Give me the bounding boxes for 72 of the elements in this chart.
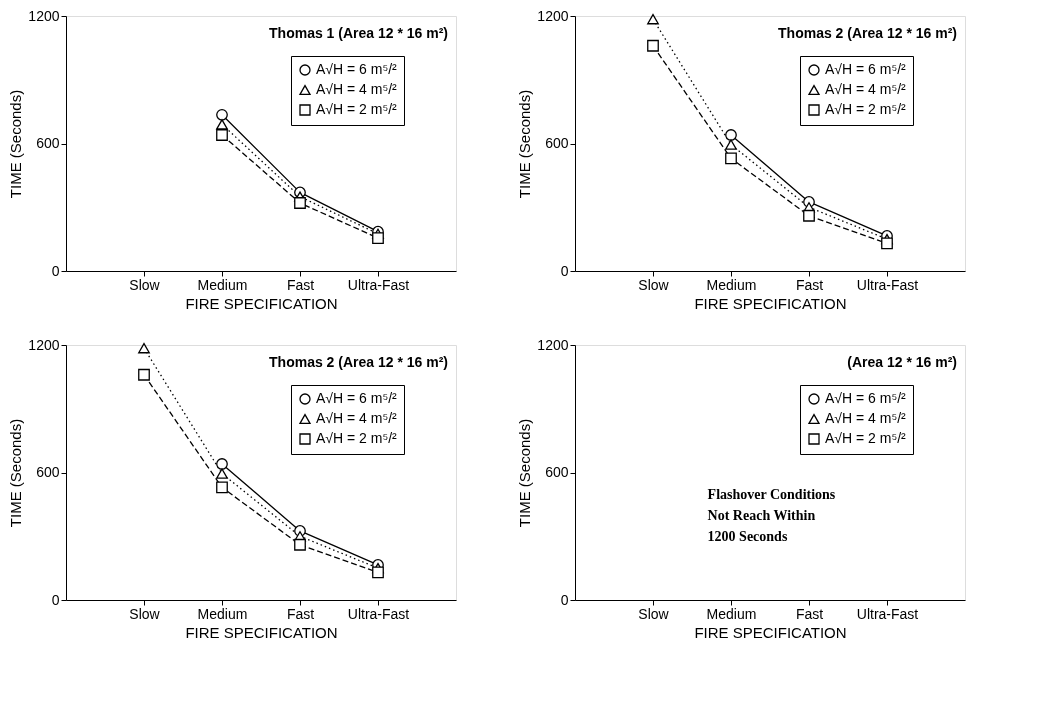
point (216, 468, 228, 479)
x-tick-label: Fast (286, 605, 315, 622)
x-tick-label: Medium (197, 605, 248, 622)
legend-label: A√H = 4 m⁵/² (316, 81, 398, 97)
annotation: Flashover Conditions Not Reach Within 1200 Seconds (707, 486, 836, 544)
y-tick-label: 600 (36, 464, 60, 480)
y-axis-title: TIME (Seconds) (516, 418, 534, 528)
point (803, 209, 815, 222)
legend-label: A√H = 2 m⁵/² (825, 430, 907, 446)
point (216, 119, 228, 130)
legend-label: A√H = 4 m⁵/² (825, 81, 907, 97)
point (216, 129, 228, 141)
point (725, 139, 737, 150)
point (647, 39, 659, 52)
x-tick-label: Medium (706, 276, 757, 293)
legend-label: A√H = 6 m⁵/² (825, 61, 907, 77)
x-axis-title: FIRE SPECIFICATION (185, 623, 338, 641)
y-tick-label: 1200 (537, 336, 569, 353)
y-axis-title: TIME (Seconds) (7, 89, 25, 199)
x-tick-label: Fast (795, 276, 824, 293)
point (216, 108, 228, 121)
y-tick-label: 0 (560, 262, 569, 279)
y-tick-label: 600 (36, 135, 60, 151)
legend-label: A√H = 4 m⁵/² (825, 410, 907, 426)
legend-label: A√H = 2 m⁵/² (316, 430, 398, 446)
y-tick-label: 0 (51, 262, 60, 279)
legend-label: A√H = 6 m⁵/² (316, 61, 398, 77)
x-tick-label: Fast (795, 605, 824, 622)
point (881, 237, 893, 250)
point (647, 14, 659, 25)
y-axis-title: TIME (Seconds) (516, 89, 534, 199)
point (372, 232, 384, 244)
point (138, 343, 150, 354)
point (294, 538, 306, 551)
point (725, 152, 737, 165)
x-tick-label: Slow (129, 276, 161, 293)
y-tick-label: 600 (545, 135, 569, 151)
x-axis-title: FIRE SPECIFICATION (694, 294, 847, 312)
point (216, 458, 228, 470)
legend-label: A√H = 6 m⁵/² (316, 390, 398, 406)
x-tick-label: Ultra-Fast (856, 605, 919, 622)
x-axis-title: FIRE SPECIFICATION (694, 623, 847, 641)
x-tick-label: Ultra-Fast (856, 276, 919, 293)
point (138, 368, 150, 381)
x-tick-label: Medium (197, 276, 248, 293)
text: Thomas 1 (Area 12 * 16 m²) (269, 25, 448, 41)
text: Thomas 2 (Area 12 * 16 m²) (269, 354, 448, 370)
legend-label: A√H = 2 m⁵/² (825, 101, 907, 117)
x-axis-title: FIRE SPECIFICATION (185, 294, 338, 312)
point (294, 197, 306, 209)
y-tick-label: 1200 (537, 7, 569, 24)
point (372, 566, 384, 579)
legend-label: A√H = 6 m⁵/² (825, 390, 907, 406)
point (725, 129, 737, 141)
point (216, 481, 228, 494)
x-tick-label: Slow (638, 605, 670, 622)
legend-label: A√H = 2 m⁵/² (316, 101, 398, 117)
y-tick-label: 1200 (28, 336, 60, 353)
x-tick-label: Ultra-Fast (347, 605, 410, 622)
y-axis-title: TIME (Seconds) (7, 418, 25, 528)
legend-label: A√H = 4 m⁵/² (316, 410, 398, 426)
y-tick-label: 0 (51, 591, 60, 608)
y-tick-label: 1200 (28, 7, 60, 24)
text: (Area 12 * 16 m²) (847, 354, 957, 370)
text: Thomas 2 (Area 12 * 16 m²) (778, 25, 957, 41)
x-tick-label: Slow (638, 276, 670, 293)
x-tick-label: Slow (129, 605, 161, 622)
x-tick-label: Medium (706, 605, 757, 622)
y-tick-label: 600 (545, 464, 569, 480)
x-tick-label: Ultra-Fast (347, 276, 410, 293)
x-tick-label: Fast (286, 276, 315, 293)
y-tick-label: 0 (560, 591, 569, 608)
